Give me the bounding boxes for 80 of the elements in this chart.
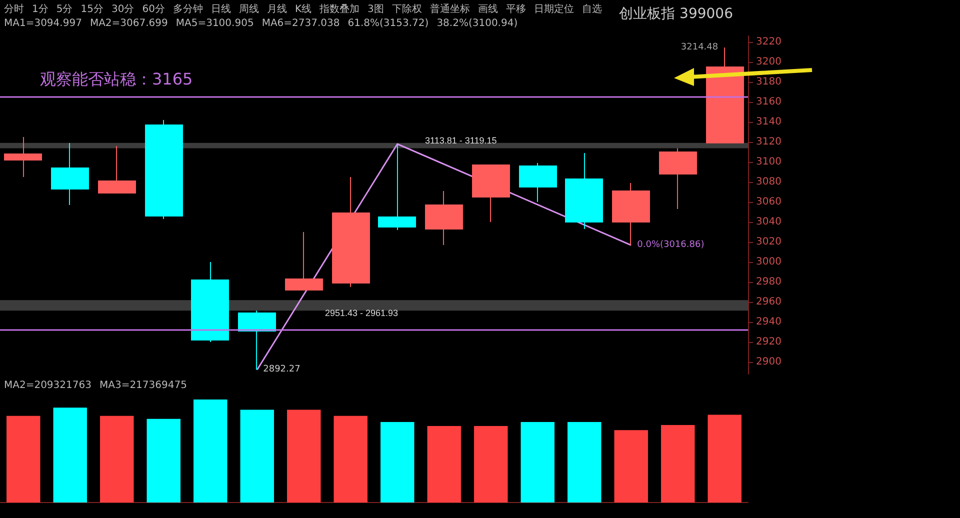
- y-tick-label: 3040: [756, 216, 782, 228]
- bar: [474, 426, 508, 502]
- bar: [427, 426, 461, 502]
- bar: [334, 416, 368, 502]
- y-tick-label: 3020: [756, 236, 782, 248]
- text: K线: [294, 2, 312, 16]
- band-label: 2951.43 - 2961.93: [325, 308, 398, 318]
- bar: [568, 422, 602, 502]
- bar: [6, 416, 40, 502]
- y-tick-label: 3000: [756, 256, 782, 268]
- candlestick: [378, 144, 416, 230]
- candlestick: [332, 176, 370, 288]
- y-tick-label: 3220: [756, 36, 782, 48]
- text: 1分: [32, 3, 48, 16]
- candlestick: [191, 262, 229, 342]
- text: 60分: [142, 3, 165, 16]
- text: MA6=2737.038: [262, 18, 340, 29]
- text: 15分: [80, 3, 104, 16]
- text: MA1=3094.997: [4, 18, 82, 29]
- y-tick-label: 3060: [756, 196, 782, 208]
- band-label: 3113.81 - 3119.15: [425, 135, 497, 146]
- candlestick: [51, 142, 89, 206]
- candlestick: [98, 146, 136, 194]
- candlestick: [519, 162, 557, 202]
- text: 下除权: [392, 2, 422, 16]
- chart-title: 创业板指 399006: [619, 6, 734, 22]
- text: 画线: [478, 2, 498, 16]
- y-tick-label: 3180: [756, 76, 782, 88]
- text: MA3=217369475: [99, 380, 187, 391]
- text: 3214.48: [680, 42, 718, 53]
- y-tick-label: 2960: [756, 296, 782, 308]
- candlestick: [4, 136, 42, 178]
- y-tick-label: 3160: [756, 96, 782, 108]
- ref-line-label: 观察能否站稳：3165: [40, 70, 193, 88]
- y-tick-label: 3100: [756, 156, 782, 168]
- text: 自选: [582, 2, 602, 16]
- y-tick-label: 3080: [756, 176, 782, 188]
- bar: [194, 400, 228, 502]
- candlestick: [659, 148, 697, 210]
- bar: [614, 430, 648, 502]
- y-tick-label: 2920: [756, 336, 782, 348]
- text: 周线: [238, 2, 259, 16]
- text: 61.8%(3153.72): [348, 18, 429, 29]
- y-tick-label: 3200: [756, 56, 782, 68]
- candlestick: [565, 152, 603, 230]
- text: 分时: [4, 2, 24, 16]
- y-tick-label: 2980: [756, 276, 782, 288]
- text: 38.2%(3100.94): [436, 18, 518, 29]
- bar: [708, 414, 742, 502]
- bar: [146, 418, 180, 502]
- bar: [380, 422, 414, 502]
- text: 日期定位: [534, 2, 574, 16]
- candlestick: [285, 232, 323, 290]
- text: 平移: [506, 3, 526, 16]
- text: MA2=209321763: [4, 380, 92, 391]
- bar: [661, 425, 695, 502]
- y-tick-label: 3140: [756, 116, 782, 128]
- text: MA5=3100.905: [176, 18, 254, 29]
- text: 3图: [368, 3, 384, 16]
- candlestick: [472, 164, 510, 222]
- text: 多分钟: [172, 2, 203, 16]
- text: 指数叠加: [320, 2, 360, 16]
- y-tick-label: 2900: [756, 356, 782, 368]
- data-label: 2892.27: [263, 364, 300, 375]
- text: MA2=3067.699: [90, 18, 168, 29]
- bar: [240, 410, 274, 502]
- y-tick-label: 3120: [756, 136, 782, 148]
- bar: [520, 422, 554, 502]
- text: 普通坐标: [430, 2, 470, 16]
- text: 5分: [56, 3, 73, 16]
- y-tick-label: 2940: [756, 316, 782, 328]
- text: 日线: [210, 2, 231, 16]
- candlestick: [145, 120, 183, 220]
- bar: [100, 416, 134, 502]
- text: 30分: [111, 3, 134, 16]
- data-label: 0.0%(3016.86): [637, 240, 704, 250]
- candlestick: [425, 190, 463, 246]
- text: 月线: [266, 2, 287, 16]
- bar: [53, 408, 87, 502]
- bar: [287, 410, 321, 502]
